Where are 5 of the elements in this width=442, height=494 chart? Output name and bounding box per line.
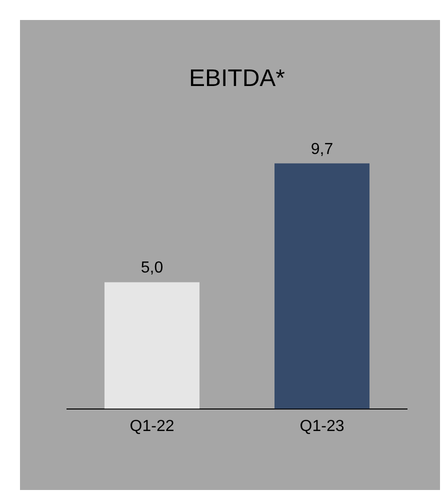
x-tick-label: Q1-22 [130,418,174,435]
chart-title: EBITDA* [188,65,286,92]
x-tick-label: Q1-23 [300,418,344,435]
data-label: 9,7 [310,140,334,158]
data-label: 5,0 [140,260,164,277]
